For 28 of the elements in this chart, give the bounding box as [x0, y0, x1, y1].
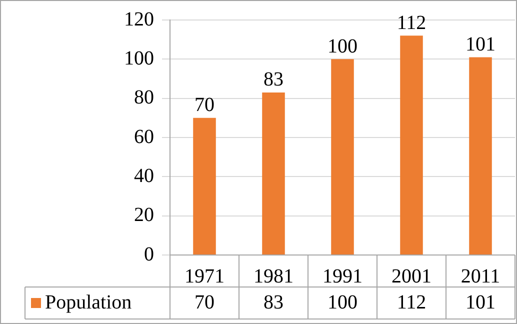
data-label: 100: [328, 35, 358, 58]
x-tick-label: 1991: [322, 265, 362, 288]
text: 100: [328, 291, 358, 314]
data-label: 112: [396, 12, 426, 34]
y-tick-label: 60: [134, 126, 154, 148]
text: 83: [264, 291, 284, 314]
data-label: 83: [264, 68, 284, 91]
y-tick-label: 120: [124, 8, 154, 30]
legend-label: Population: [45, 291, 132, 314]
x-tick-label: 2011: [460, 265, 500, 288]
text: 112: [396, 291, 426, 314]
data-label: 101: [466, 33, 496, 56]
x-tick-label: 1971: [184, 265, 224, 288]
bar: [331, 59, 354, 254]
bar: [193, 118, 216, 254]
text: 70: [194, 291, 214, 314]
bar: [469, 57, 492, 254]
x-tick-label: 2001: [392, 265, 432, 288]
text: 101: [466, 291, 496, 314]
data-label: 70: [194, 94, 214, 116]
y-tick-label: 100: [124, 47, 154, 70]
y-tick-label: 80: [134, 86, 154, 109]
x-tick-label: 1981: [254, 265, 294, 288]
y-tick-label: 0: [144, 243, 154, 266]
y-tick-label: 40: [134, 164, 154, 187]
bar: [400, 36, 423, 254]
y-tick-label: 20: [134, 204, 154, 226]
bar: [262, 92, 285, 254]
